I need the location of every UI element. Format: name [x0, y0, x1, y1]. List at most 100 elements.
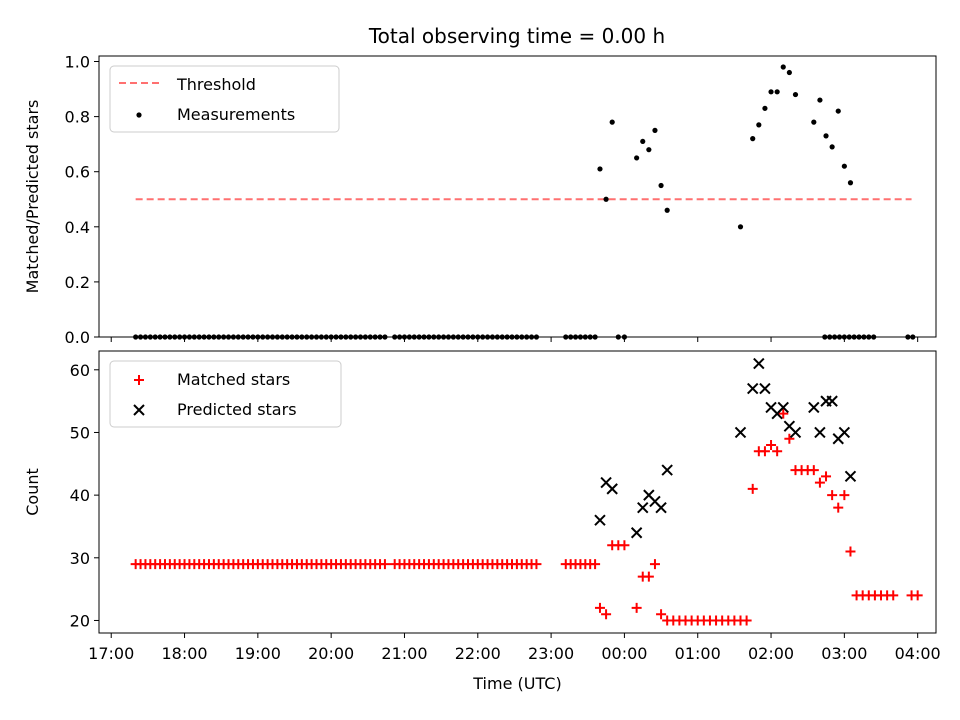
- measurement-point: [392, 334, 398, 340]
- measurement-point: [294, 334, 300, 340]
- measurement-point: [634, 155, 640, 161]
- measurement-point: [450, 334, 456, 340]
- measurement-point: [572, 334, 579, 340]
- measurement-point: [831, 334, 838, 340]
- measurement-point: [362, 334, 368, 340]
- bottom-ytick-label: 20: [70, 611, 90, 630]
- measurement-point: [265, 334, 271, 340]
- matched-star-point: [379, 559, 390, 570]
- measurement-point: [577, 334, 584, 340]
- matched-star-point: [619, 540, 630, 551]
- measurement-point: [416, 334, 422, 340]
- measurement-point: [835, 108, 841, 114]
- measurement-point: [191, 334, 197, 340]
- measurement-point: [167, 334, 173, 340]
- measurement-point: [436, 334, 442, 340]
- bottom-xtick-label: 17:00: [88, 644, 134, 663]
- legend-predicted-label: Predicted stars: [177, 400, 297, 419]
- measurement-point: [245, 334, 251, 340]
- measurement-point: [817, 97, 823, 103]
- top-ytick-label: 0.2: [65, 273, 90, 292]
- measurement-point: [841, 163, 847, 169]
- measurement-point: [856, 334, 862, 340]
- measurement-point: [465, 334, 471, 340]
- measurement-point: [847, 180, 854, 186]
- measurement-point: [841, 334, 847, 340]
- measurement-point: [313, 334, 320, 340]
- measurement-point: [460, 334, 466, 340]
- measurement-point: [822, 334, 828, 340]
- measurement-point: [871, 334, 877, 340]
- measurement-point: [367, 334, 373, 340]
- measurement-point: [235, 334, 241, 340]
- measurement-point: [206, 334, 212, 340]
- measurement-point: [445, 334, 452, 340]
- bottom-xtick-label: 04:00: [895, 644, 941, 663]
- measurement-point: [406, 334, 412, 340]
- legend-matched-label: Matched stars: [177, 370, 290, 389]
- predicted-star-point: [826, 395, 838, 407]
- measurement-point: [269, 334, 276, 340]
- measurement-point: [533, 334, 540, 340]
- measurement-point: [401, 334, 408, 340]
- legend-measurements-swatch: [136, 112, 142, 118]
- measurement-point: [737, 224, 744, 230]
- legend-measurements-label: Measurements: [177, 105, 295, 124]
- measurement-point: [230, 334, 237, 340]
- matched-star-point: [784, 433, 795, 444]
- bottom-x-axis-label: Time (UTC): [472, 674, 561, 693]
- matched-star-point: [594, 602, 605, 613]
- measurement-point: [851, 334, 857, 340]
- measurement-point: [299, 334, 305, 340]
- measurement-point: [284, 334, 290, 340]
- measurement-point: [489, 334, 496, 340]
- matched-star-point: [656, 609, 667, 620]
- measurement-point: [811, 119, 817, 125]
- measurement-point: [289, 334, 295, 340]
- measurement-point: [147, 334, 153, 340]
- measurement-point: [426, 334, 432, 340]
- measurement-point: [181, 334, 188, 340]
- measurement-point: [750, 136, 756, 142]
- measurement-point: [652, 127, 658, 133]
- matched-star-point: [601, 609, 612, 620]
- measurement-point: [221, 334, 227, 340]
- measurement-point: [587, 334, 593, 340]
- measurement-point: [250, 334, 256, 340]
- matched-star-point: [888, 590, 899, 601]
- predicted-star-point: [789, 426, 802, 439]
- predicted-star-point: [753, 357, 765, 370]
- measurement-point: [524, 334, 530, 340]
- matched-star-point: [741, 615, 752, 626]
- measurement-point: [846, 334, 852, 340]
- legend-matched-swatch: [134, 375, 144, 385]
- top-y-axis-label: Matched/Predicted stars: [23, 100, 42, 294]
- measurement-point: [528, 334, 535, 340]
- measurement-point: [157, 334, 163, 340]
- top-ytick-label: 0.8: [65, 108, 90, 127]
- predicted-star-point: [838, 426, 851, 439]
- top-legend-box: [109, 65, 340, 133]
- predicted-star-point: [814, 426, 826, 439]
- measurement-point: [201, 334, 207, 340]
- bottom-plot-frame: [98, 350, 937, 634]
- measurement-point: [563, 334, 569, 340]
- matched-star-point: [814, 477, 825, 488]
- matched-star-point: [827, 490, 838, 501]
- measurement-point: [480, 334, 486, 340]
- predicted-star-point: [594, 514, 606, 526]
- measurement-point: [318, 334, 324, 340]
- matched-star-point: [747, 483, 758, 494]
- measurement-point: [484, 334, 491, 340]
- bottom-xtick-label: 21:00: [381, 644, 427, 663]
- measurement-point: [499, 334, 505, 340]
- measurement-point: [152, 334, 158, 340]
- measurement-point: [162, 334, 168, 340]
- measurement-point: [646, 147, 652, 153]
- measurement-point: [323, 334, 329, 340]
- measurement-point: [372, 334, 378, 340]
- measurement-point: [568, 334, 574, 340]
- measurement-point: [658, 182, 664, 189]
- measurement-point: [440, 334, 447, 340]
- matched-star-point: [833, 502, 844, 513]
